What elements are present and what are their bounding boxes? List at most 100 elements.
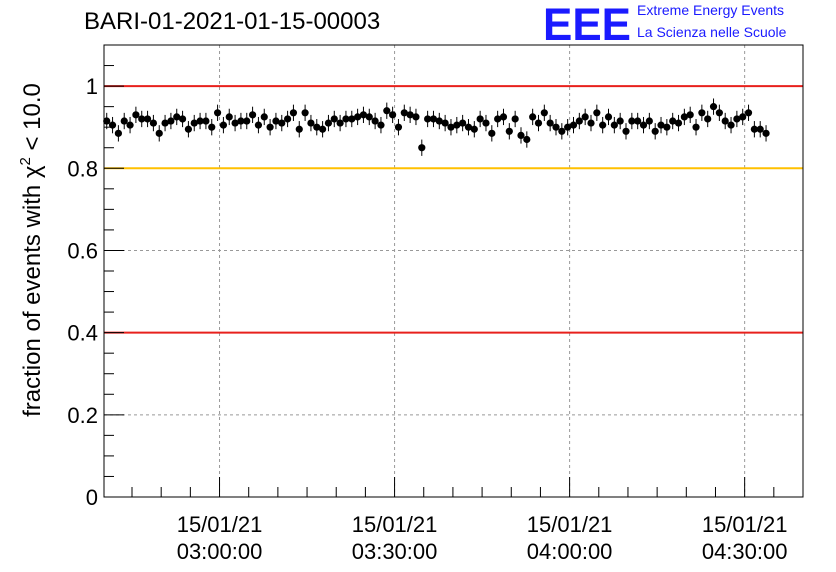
data-point — [219, 121, 228, 129]
y-tick-label: 0.2 — [67, 403, 98, 428]
data-point — [651, 127, 659, 135]
y-tick-label: 0.4 — [67, 321, 98, 346]
data-point — [254, 121, 263, 129]
y-tick-label: 0 — [86, 485, 98, 510]
data-point — [628, 117, 636, 125]
data-point — [114, 129, 122, 137]
data-point — [546, 119, 554, 127]
data-point — [482, 119, 490, 127]
data-point — [126, 121, 134, 129]
data-point — [727, 121, 735, 129]
data-point — [715, 109, 723, 117]
data-point — [604, 113, 613, 121]
data-point — [558, 127, 566, 135]
data-point — [138, 115, 146, 123]
x-tick-date: 15/01/21 — [702, 512, 788, 537]
data-point — [733, 115, 741, 123]
data-point — [167, 117, 175, 125]
y-tick-label: 0.6 — [67, 238, 98, 263]
data-point — [739, 113, 747, 121]
data-point — [441, 119, 449, 127]
data-point — [645, 117, 653, 125]
eee-logo: EEE — [543, 0, 631, 46]
data-point — [622, 127, 630, 135]
data-points — [103, 98, 770, 156]
data-point — [161, 119, 169, 127]
data-point — [283, 115, 292, 123]
data-point — [494, 115, 502, 123]
run-title: BARI-01-2021-01-15-00003 — [84, 8, 381, 35]
data-point — [143, 115, 152, 123]
data-point — [564, 123, 572, 131]
data-point — [149, 119, 158, 127]
data-point — [342, 115, 350, 123]
data-point — [377, 121, 385, 129]
data-point — [313, 123, 321, 131]
data-point — [435, 117, 443, 125]
data-point — [173, 113, 181, 121]
data-point — [266, 123, 274, 131]
data-point — [272, 117, 280, 125]
data-point — [132, 111, 140, 119]
axes: 00.20.40.60.8115/01/2103:00:0015/01/2103… — [67, 44, 804, 564]
data-point — [406, 111, 414, 119]
data-point — [639, 121, 648, 129]
data-point — [529, 113, 537, 121]
data-point — [429, 115, 438, 123]
data-point — [534, 119, 543, 127]
data-point — [523, 135, 531, 144]
data-point — [669, 117, 677, 125]
data-point — [400, 109, 408, 117]
data-point — [178, 115, 187, 123]
x-tick-time: 03:00:00 — [177, 539, 263, 564]
data-point — [354, 113, 362, 121]
data-point — [447, 123, 455, 131]
data-point — [680, 113, 688, 121]
data-point — [704, 115, 712, 123]
data-point — [208, 123, 216, 131]
data-point — [634, 117, 642, 125]
data-point — [202, 117, 210, 125]
plot-frame — [103, 44, 804, 498]
data-point — [260, 113, 268, 121]
logo-line-1: Extreme Energy Events — [637, 2, 785, 18]
data-point — [686, 111, 694, 119]
data-point — [424, 115, 432, 123]
data-point — [505, 127, 513, 135]
data-point — [278, 119, 286, 127]
data-point — [610, 121, 618, 129]
data-point — [394, 123, 403, 131]
data-point — [371, 117, 379, 125]
data-point — [581, 113, 589, 121]
data-point — [499, 113, 508, 121]
data-point — [389, 111, 397, 119]
data-point — [295, 125, 303, 133]
data-point — [319, 125, 327, 133]
data-point — [744, 109, 753, 117]
x-tick-time: 04:00:00 — [527, 539, 613, 564]
x-tick-time: 03:30:00 — [352, 539, 438, 564]
y-axis-label: fraction of events with χ2 < 10.0 — [17, 83, 46, 417]
data-point — [418, 144, 426, 152]
data-point — [692, 123, 700, 131]
data-point — [476, 115, 484, 123]
grid-layer — [104, 45, 803, 497]
data-point — [599, 121, 607, 129]
data-point — [569, 121, 578, 129]
data-point — [289, 109, 298, 117]
data-point — [330, 115, 338, 123]
data-point — [464, 123, 473, 131]
data-point — [762, 129, 770, 137]
data-point — [103, 117, 111, 125]
data-point — [383, 107, 391, 115]
data-point — [301, 109, 309, 117]
data-point — [324, 119, 333, 127]
data-point — [213, 109, 222, 117]
logo-line-2: La Scienza nelle Scuole — [637, 24, 787, 40]
data-point — [616, 117, 624, 125]
y-tick-label: 1 — [86, 74, 98, 99]
data-point — [488, 129, 496, 137]
data-point — [307, 119, 315, 127]
reference-lines — [104, 85, 803, 334]
